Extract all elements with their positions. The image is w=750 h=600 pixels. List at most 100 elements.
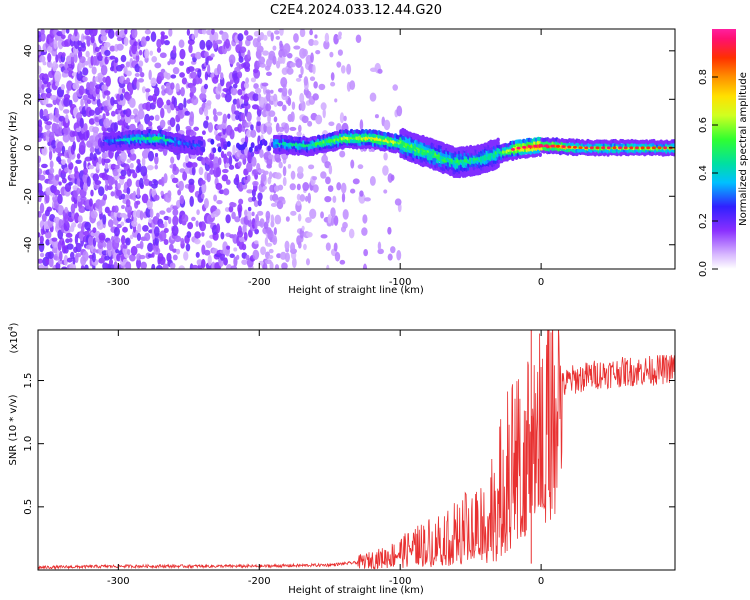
noise-cell xyxy=(254,240,259,245)
x-tick-label: -300 xyxy=(107,277,130,288)
noise-cell xyxy=(299,194,306,202)
noise-cell xyxy=(269,89,274,94)
noise-cell xyxy=(39,55,46,63)
ridge-peak-cell xyxy=(634,146,639,150)
noise-cell xyxy=(131,220,138,227)
noise-cell xyxy=(346,63,352,75)
noise-cell xyxy=(126,178,132,188)
noise-cell xyxy=(38,174,46,181)
noise-cell xyxy=(94,46,100,53)
noise-cell xyxy=(257,210,264,216)
noise-cell xyxy=(312,184,319,193)
noise-cell xyxy=(270,214,275,224)
noise-cell xyxy=(392,84,399,91)
noise-cell xyxy=(222,113,228,124)
colorbar-ticks: 0.0 0.2 0.4 0.6 0.8 xyxy=(698,69,718,277)
noise-cell xyxy=(60,159,66,165)
noise-cell xyxy=(66,80,74,91)
noise-cell xyxy=(330,207,336,218)
noise-cell xyxy=(357,164,364,170)
noise-cell xyxy=(87,235,94,246)
noise-cell xyxy=(82,94,89,101)
ridge-peak-cell xyxy=(527,145,532,149)
x-tick-label: -200 xyxy=(248,277,271,288)
noise-cell xyxy=(84,60,89,66)
noise-cell xyxy=(289,126,297,132)
ridge-cell xyxy=(223,143,228,150)
noise-cell xyxy=(61,52,66,58)
noise-cell xyxy=(75,242,82,253)
noise-cell xyxy=(228,155,233,166)
noise-cell xyxy=(137,109,145,120)
noise-cell xyxy=(82,182,88,192)
noise-cell xyxy=(116,43,124,51)
noise-cell xyxy=(104,49,111,57)
noise-cell xyxy=(42,61,47,66)
noise-cell xyxy=(124,29,128,35)
noise-cell xyxy=(247,206,252,212)
noise-cell xyxy=(143,178,151,187)
noise-cell xyxy=(293,45,301,50)
noise-cell xyxy=(189,85,197,94)
ridge-peak-cell xyxy=(584,146,589,150)
noise-cell xyxy=(94,180,102,185)
noise-cell xyxy=(284,240,290,251)
noise-cell xyxy=(232,98,238,105)
noise-cell xyxy=(110,191,115,197)
noise-cell xyxy=(151,252,155,258)
noise-cell xyxy=(213,194,218,202)
noise-cell xyxy=(215,208,221,216)
noise-cell xyxy=(185,125,192,131)
noise-cell xyxy=(136,258,142,269)
noise-cell xyxy=(377,68,383,74)
noise-cell xyxy=(272,93,278,102)
noise-cell xyxy=(259,148,264,159)
noise-cell xyxy=(138,49,143,56)
noise-cell xyxy=(262,34,268,41)
noise-cell xyxy=(256,120,261,126)
noise-cell xyxy=(126,187,131,195)
noise-cell xyxy=(129,123,136,132)
noise-cell xyxy=(53,189,61,196)
noise-cell xyxy=(85,50,90,58)
noise-cell xyxy=(282,176,287,187)
noise-cell xyxy=(193,126,200,132)
noise-cell xyxy=(154,114,160,122)
noise-cell xyxy=(154,154,159,165)
noise-cell xyxy=(396,250,402,261)
noise-cell xyxy=(68,181,73,186)
noise-cell xyxy=(330,81,336,87)
noise-cell xyxy=(186,231,192,239)
noise-cell xyxy=(205,39,213,50)
noise-cell xyxy=(74,165,78,174)
noise-cell xyxy=(143,147,151,154)
noise-cell xyxy=(286,52,293,59)
noise-cell xyxy=(173,97,177,109)
noise-cell xyxy=(125,108,132,118)
noise-cell xyxy=(180,86,185,97)
y-tick-label: 0.5 xyxy=(23,499,34,515)
noise-cell xyxy=(184,110,191,116)
noise-cell xyxy=(92,126,100,134)
noise-cell xyxy=(138,254,146,260)
noise-cell xyxy=(230,87,238,96)
noise-cell xyxy=(220,150,225,159)
noise-cell xyxy=(39,89,45,94)
noise-cell xyxy=(278,161,283,169)
noise-cell xyxy=(369,92,377,102)
noise-cell xyxy=(51,237,58,242)
noise-cell xyxy=(198,77,203,84)
noise-cell xyxy=(225,157,230,164)
noise-cell xyxy=(237,203,243,214)
noise-cell xyxy=(124,204,133,214)
noise-cell xyxy=(310,52,314,63)
noise-cell xyxy=(182,171,188,181)
noise-cell xyxy=(295,77,302,82)
snr-panel: -300 -200 -100 0 0.5 1.0 1.5 Height of straig… xyxy=(7,322,676,596)
noise-cell xyxy=(325,242,331,251)
noise-cell xyxy=(245,129,252,138)
noise-cell xyxy=(48,131,55,140)
ridge-peak-cell xyxy=(589,146,594,150)
noise-cell xyxy=(355,34,362,44)
noise-cell xyxy=(216,200,223,205)
